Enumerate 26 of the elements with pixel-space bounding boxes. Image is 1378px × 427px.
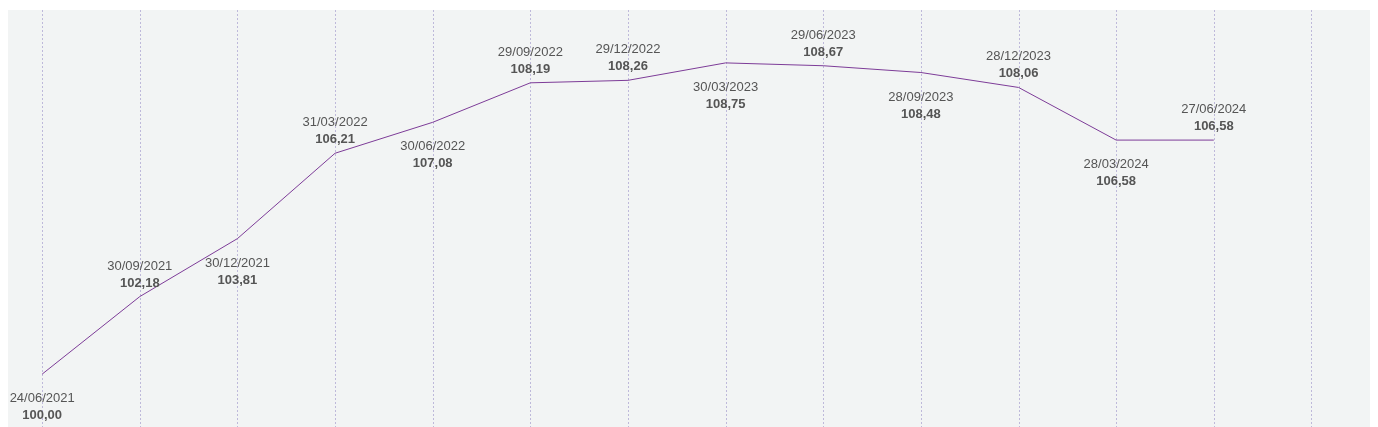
x-tick-label: 28/09/2023 xyxy=(888,88,954,104)
x-tick-label: 31/03/2022 xyxy=(302,114,368,130)
data-label: 108,67 xyxy=(803,43,844,59)
data-label: 108,06 xyxy=(998,65,1039,81)
x-tick-label: 30/03/2023 xyxy=(693,78,759,94)
x-tick-label: 24/06/2021 xyxy=(9,390,75,406)
x-tick-label: 29/12/2022 xyxy=(595,41,661,57)
data-label: 108,19 xyxy=(510,60,551,76)
data-label: 100,00 xyxy=(22,407,63,423)
data-label: 106,21 xyxy=(315,131,355,147)
data-label: 108,48 xyxy=(901,105,941,121)
data-label: 108,26 xyxy=(608,58,648,74)
x-tick-label: 29/09/2022 xyxy=(497,43,563,59)
x-tick-label: 30/12/2021 xyxy=(204,254,270,270)
data-label: 106,58 xyxy=(1193,118,1234,134)
data-label: 107,08 xyxy=(412,155,453,171)
x-tick-label: 30/09/2021 xyxy=(107,257,173,273)
data-label: 103,81 xyxy=(217,271,258,287)
x-tick-label: 30/06/2022 xyxy=(400,138,466,154)
data-label: 102,18 xyxy=(119,274,160,290)
x-tick-label: 29/06/2023 xyxy=(790,26,856,42)
data-label: 106,58 xyxy=(1096,173,1137,189)
data-label: 108,75 xyxy=(705,95,746,111)
x-tick-label: 28/03/2024 xyxy=(1083,156,1149,172)
x-tick-label: 28/12/2023 xyxy=(985,48,1052,64)
x-tick-label: 27/06/2024 xyxy=(1181,101,1247,117)
